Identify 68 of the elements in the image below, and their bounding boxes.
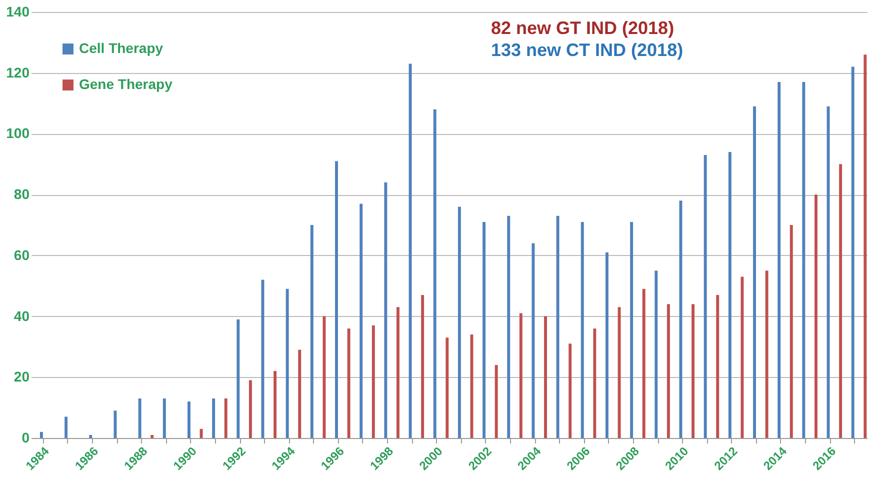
- bar: [274, 371, 277, 438]
- y-tick-label: 100: [6, 125, 30, 142]
- bar: [322, 316, 326, 438]
- bar: [40, 432, 43, 438]
- y-tick-label: 20: [14, 368, 30, 385]
- bar: [212, 398, 216, 438]
- bar: [851, 66, 854, 438]
- bar: [544, 316, 547, 438]
- bar: [286, 288, 289, 438]
- bar: [692, 304, 695, 438]
- bar: [162, 398, 166, 438]
- bar: [740, 276, 744, 438]
- bar: [519, 313, 522, 438]
- y-tick-label: 120: [6, 64, 30, 80]
- bar: [864, 54, 867, 438]
- bar: [630, 222, 634, 438]
- bar: [360, 204, 363, 438]
- bar: [421, 294, 424, 438]
- bar: [568, 344, 572, 438]
- bar: [188, 401, 190, 438]
- bar: [396, 307, 400, 438]
- bar: [606, 252, 608, 438]
- bar: [494, 364, 498, 438]
- bar: [310, 225, 314, 438]
- bar: [666, 304, 670, 438]
- bar: [790, 225, 793, 438]
- bar: [347, 328, 350, 438]
- bar: [150, 434, 154, 438]
- y-tick-label: 40: [14, 308, 30, 324]
- bar: [458, 206, 461, 438]
- bar: [482, 222, 486, 438]
- bar: [839, 164, 842, 438]
- bar: [114, 410, 117, 438]
- y-tick-label: 60: [14, 246, 30, 263]
- bar: [765, 270, 768, 438]
- bar: [372, 325, 375, 438]
- bar: [802, 82, 806, 438]
- bar: [507, 216, 510, 438]
- bar: [580, 222, 584, 438]
- bar: [654, 270, 658, 438]
- bar: [384, 182, 388, 438]
- y-tick-label: 140: [6, 4, 30, 20]
- legend-label: Gene Therapy: [79, 76, 173, 92]
- bar: [138, 398, 142, 438]
- bar: [89, 434, 92, 438]
- bar: [433, 109, 436, 438]
- bar: [814, 194, 818, 438]
- bar: [642, 288, 646, 438]
- annotation: 133 new CT IND (2018): [491, 40, 684, 60]
- bar: [778, 82, 781, 438]
- bar: [335, 161, 338, 438]
- bar: [224, 398, 228, 438]
- bar: [248, 380, 252, 438]
- bar: [704, 155, 707, 438]
- bar: [532, 243, 535, 438]
- bar: [556, 216, 560, 438]
- bar: [753, 106, 756, 438]
- y-tick-label: 0: [22, 430, 30, 446]
- annotation: 82 new GT IND (2018): [491, 18, 674, 38]
- bar: [728, 152, 732, 438]
- bar: [593, 328, 596, 438]
- bar: [298, 350, 302, 438]
- bar: [64, 416, 68, 438]
- y-tick-label: 80: [14, 186, 30, 202]
- legend-label: Cell Therapy: [79, 40, 164, 56]
- bar: [236, 319, 240, 438]
- bar: [716, 294, 720, 438]
- bar: [446, 338, 449, 438]
